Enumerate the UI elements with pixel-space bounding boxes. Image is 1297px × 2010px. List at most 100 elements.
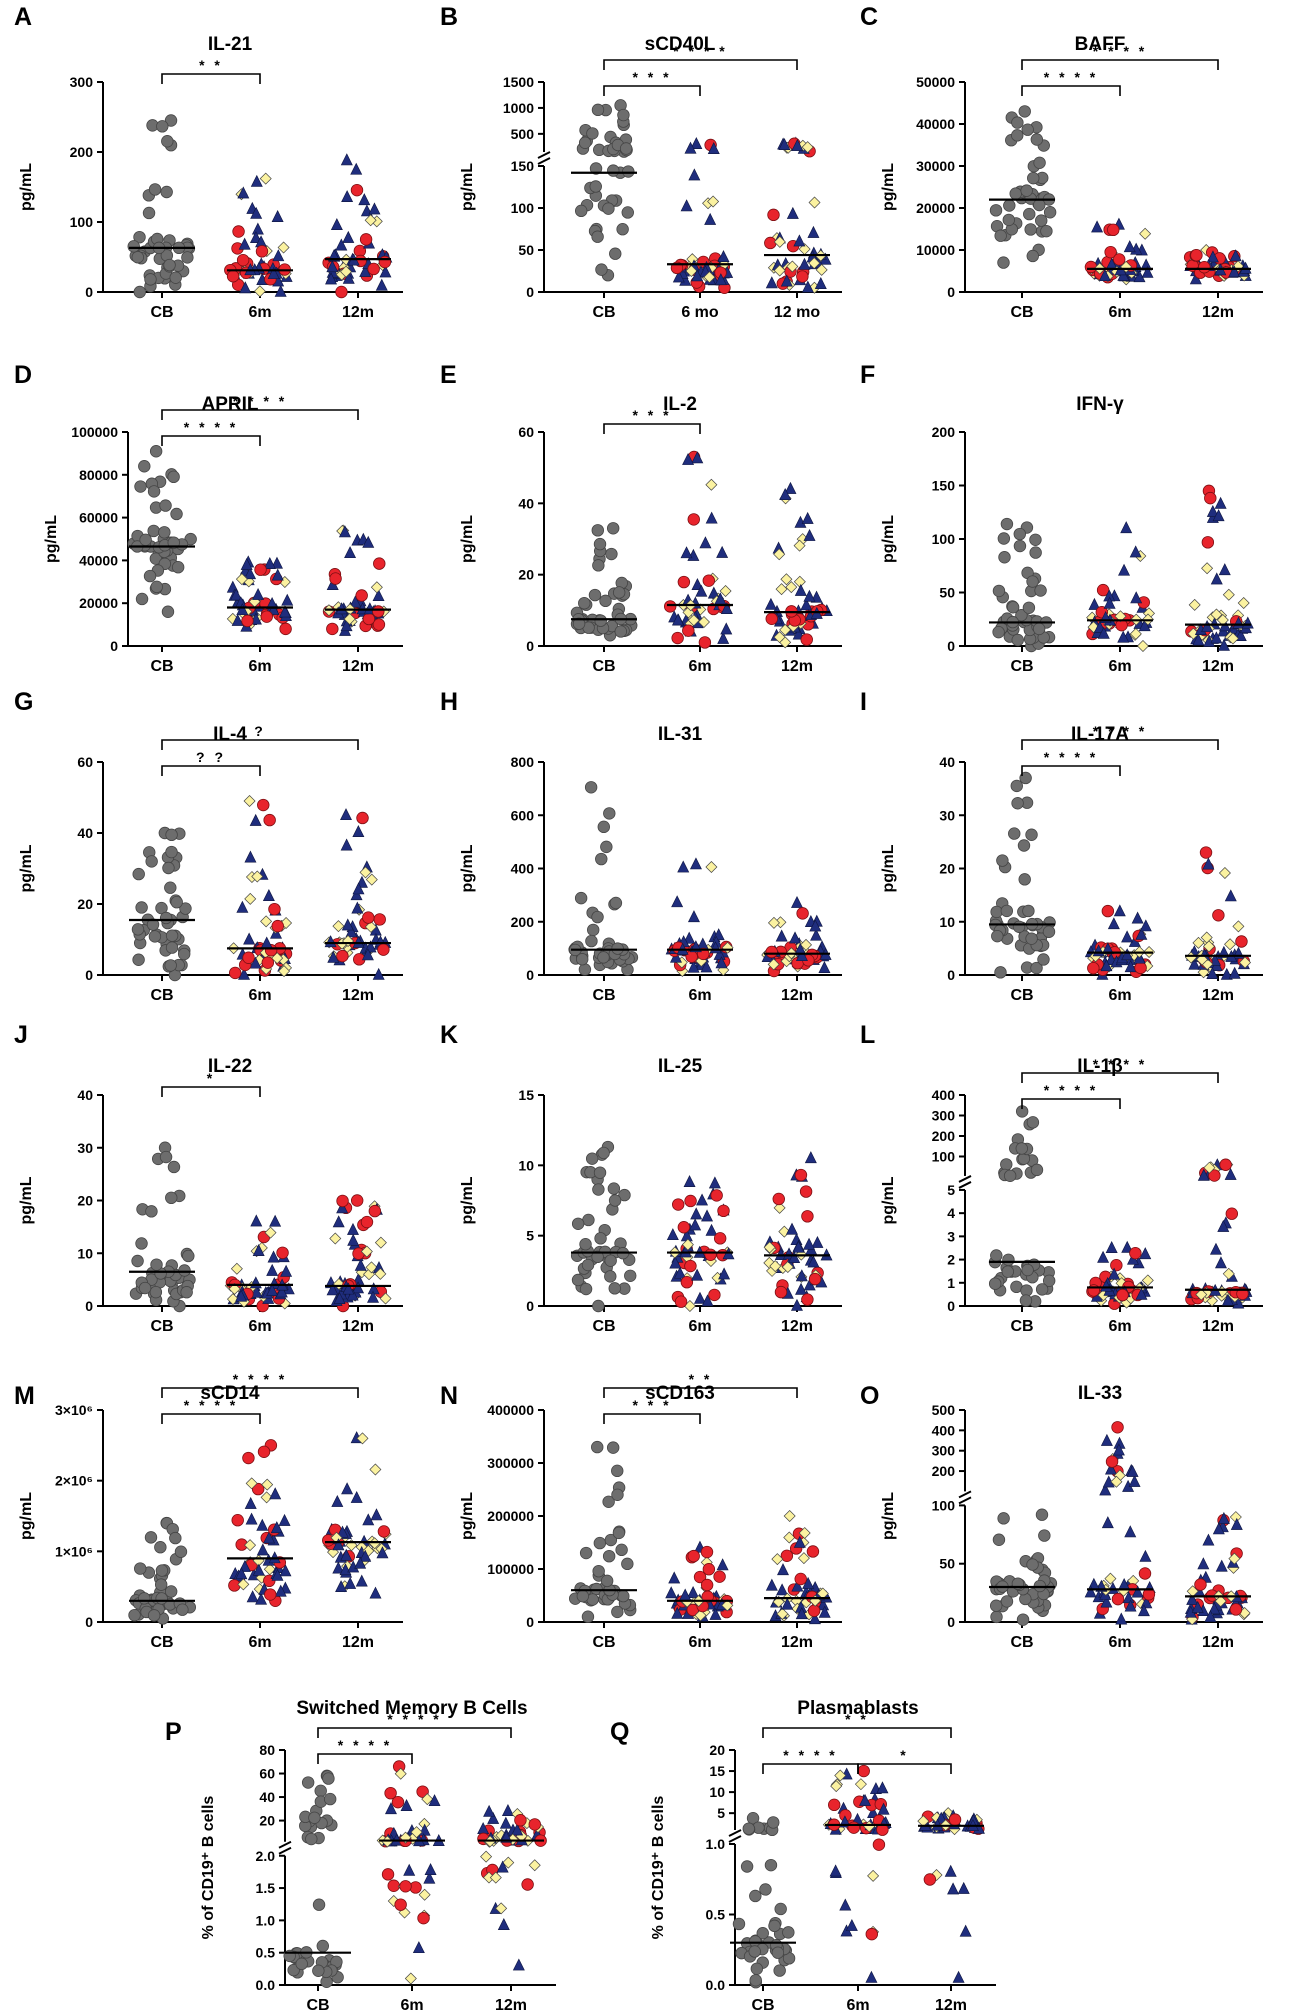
y-tick-label: 0 [526, 1614, 534, 1630]
data-point-triangle [699, 536, 712, 549]
data-point-diamond [1203, 1161, 1216, 1174]
data-point-triangle [266, 1263, 279, 1276]
data-point-triangle [774, 1248, 787, 1261]
data-point-triangle [244, 850, 257, 863]
data-point-diamond [251, 870, 264, 883]
data-point-circle [780, 1549, 794, 1562]
data-point-diamond [237, 1578, 250, 1591]
data-point-cb [176, 1603, 189, 1616]
data-point-diamond [1202, 940, 1215, 953]
data-point-triangle [1228, 265, 1241, 278]
data-point-triangle [798, 257, 811, 270]
data-point-triangle [250, 174, 263, 187]
data-point-circle [377, 1525, 391, 1538]
data-point-triangle [238, 237, 251, 250]
data-point-cb [1021, 123, 1034, 136]
y-tick-label: 0 [947, 638, 955, 654]
data-point-triangle [344, 1576, 357, 1589]
data-point-diamond [245, 1477, 258, 1490]
data-point-cb [145, 1205, 158, 1218]
panel-letter: Q [610, 1718, 629, 1746]
data-point-triangle [764, 597, 777, 610]
data-point-cb [158, 526, 171, 539]
data-point-triangle [865, 1970, 878, 1983]
chart-title: Plasmablasts [797, 1698, 918, 1719]
y-tick-label: 2 [947, 1252, 955, 1268]
data-point-diamond [374, 1236, 387, 1249]
data-point-cb [1030, 1163, 1044, 1177]
data-point-triangle [342, 1282, 355, 1295]
data-point-circle [1105, 1455, 1119, 1468]
data-point-diamond [1110, 1475, 1123, 1488]
x-tick-label: 12m [342, 1634, 374, 1651]
data-point-circle [865, 1927, 878, 1941]
data-point-circle [373, 557, 386, 570]
y-tick-label: 60 [259, 1766, 275, 1782]
y-tick-label: 10 [77, 1245, 93, 1261]
data-point-triangle [235, 1289, 248, 1302]
data-point-cb [592, 1299, 605, 1313]
data-point-triangle [347, 1222, 359, 1235]
data-point-triangle [331, 1494, 344, 1507]
data-point-circle [1199, 846, 1213, 859]
x-tick-label: 12m [1202, 1318, 1234, 1335]
data-point-cb [1033, 198, 1046, 212]
data-point-cb [1029, 546, 1042, 559]
y-tick-label: 1.0 [706, 1836, 726, 1852]
data-point-circle [261, 956, 275, 969]
panel-letter: E [440, 361, 457, 389]
data-point-triangle [249, 231, 262, 244]
data-point-circle [806, 1545, 820, 1558]
data-point-diamond [1228, 1552, 1241, 1565]
y-tick-label: 0 [947, 1614, 955, 1630]
panel-letter: F [860, 361, 875, 389]
data-point-circle [800, 633, 813, 646]
data-point-diamond [808, 257, 821, 270]
data-point-cb [989, 204, 1003, 217]
data-point-cb [147, 524, 160, 538]
data-point-cb [608, 1194, 622, 1207]
data-point-triangle [362, 535, 375, 548]
data-point-diamond [773, 631, 786, 644]
data-point-triangle [354, 1258, 367, 1271]
data-point-cb [1023, 207, 1036, 221]
y-axis-label: % of CD19⁺ B cells [650, 1796, 667, 1940]
data-point-cb [150, 1258, 163, 1271]
data-point-cb [997, 256, 1010, 269]
data-point-cb [138, 1281, 152, 1295]
x-tick-label: 12m [342, 1318, 374, 1335]
data-point-circle [708, 1288, 721, 1302]
data-point-triangle [352, 882, 365, 895]
data-point-circle [1198, 260, 1211, 274]
data-point-cb [295, 1957, 308, 1971]
chart-title: IL-33 [1078, 1383, 1122, 1404]
data-point-cb [740, 1860, 754, 1873]
x-tick-label: 6m [688, 1634, 711, 1651]
data-point-cb [144, 1531, 158, 1544]
data-point-cb [1018, 873, 1031, 886]
significance-bracket [161, 1387, 359, 1398]
data-point-triangle [280, 1264, 293, 1277]
data-point-cb [1003, 1169, 1017, 1182]
data-point-circle [857, 1764, 870, 1778]
data-point-circle [684, 1259, 697, 1273]
data-point-cb [607, 1182, 621, 1195]
data-point-circle [335, 285, 348, 299]
data-point-triangle [682, 452, 695, 465]
data-point-triangle [267, 602, 280, 615]
data-point-circle [1229, 1603, 1243, 1616]
data-point-diamond [364, 920, 377, 933]
y-tick-label: 0 [85, 967, 93, 983]
chart-title: IL-1β [1077, 1056, 1122, 1077]
y-tick-label: 20 [77, 1193, 93, 1209]
data-point-triangle [245, 1512, 258, 1525]
data-point-circle [384, 1786, 397, 1800]
data-point-cb [1022, 904, 1035, 918]
data-point-triangle [349, 595, 362, 608]
data-point-triangle [1112, 1443, 1125, 1456]
data-point-triangle [801, 511, 814, 524]
data-point-diamond [278, 965, 291, 978]
y-tick-label: 10 [939, 914, 955, 930]
